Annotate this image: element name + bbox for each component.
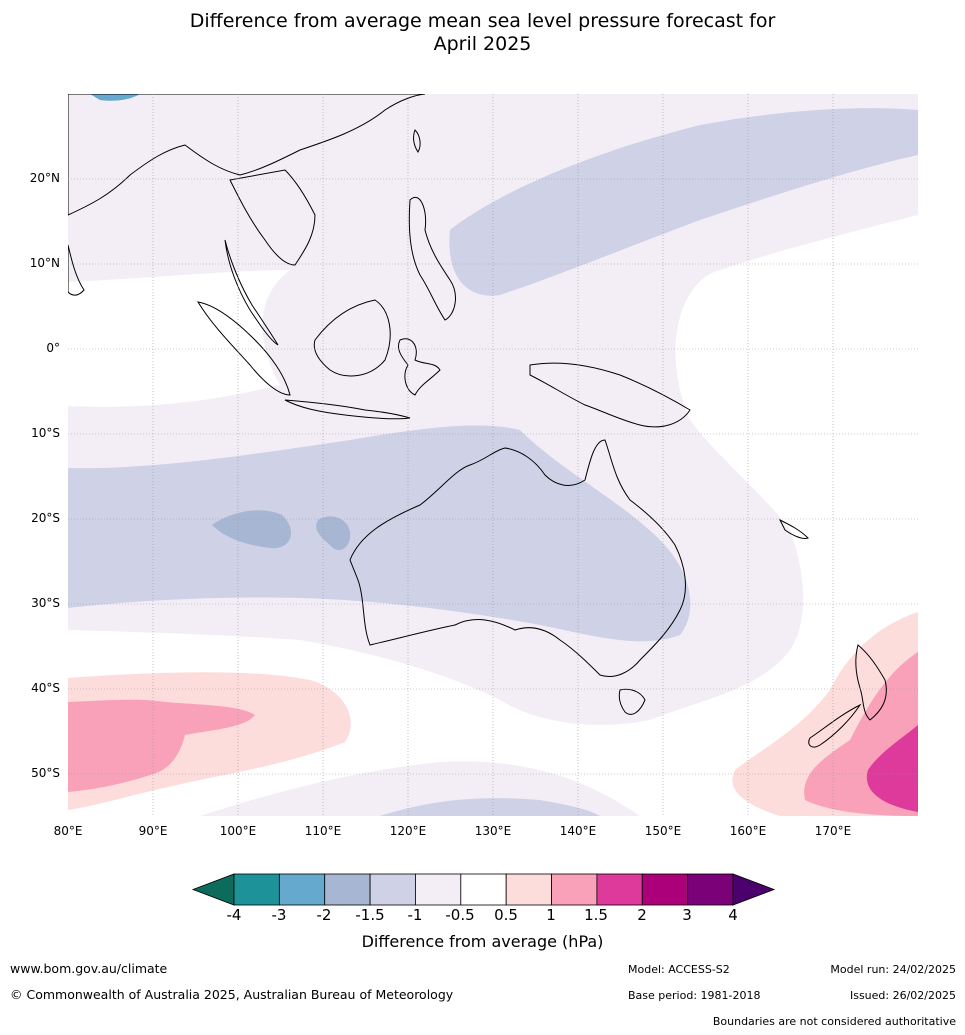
lon-label-110e: 110°E: [304, 824, 342, 838]
lon-label-120e: 120°E: [389, 824, 427, 838]
darker-patch-2: [316, 516, 351, 551]
java-coast: [284, 399, 411, 420]
darker-patch-1: [212, 510, 292, 549]
website-link[interactable]: www.bom.gov.au/climate: [10, 961, 168, 976]
lat-label-50s: 50°S: [31, 766, 60, 780]
colorbar-segment: [505, 873, 552, 906]
colorbar-segment: [415, 873, 462, 906]
pink-dark-se: [866, 725, 918, 812]
australia-coast: [349, 439, 686, 677]
lon-label-100e: 100°E: [219, 824, 257, 838]
colorbar: [191, 873, 776, 906]
lat-label-30s: 30°S: [31, 596, 60, 610]
colorbar-tick: -1.5: [355, 906, 385, 924]
indochina-coast: [229, 169, 316, 266]
taiwan: [413, 129, 421, 153]
blue-band-north: [449, 108, 918, 296]
lat-label-10s: 10°S: [31, 426, 60, 440]
anomaly-field: [68, 94, 918, 816]
colorbar-tick: -3: [271, 906, 287, 924]
lon-label-160e: 160°E: [729, 824, 767, 838]
lon-label-90e: 90°E: [138, 824, 168, 838]
colorbar-tick: 4: [728, 906, 738, 924]
colorbar-extend-high: [732, 873, 776, 906]
philippines-coast: [408, 197, 456, 321]
colorbar-tick: 0.5: [494, 906, 518, 924]
colorbar-segment: [551, 873, 598, 906]
colorbar-tick: -1: [407, 906, 423, 924]
pink-mid-sw: [68, 699, 255, 792]
lon-label-170e: 170°E: [814, 824, 852, 838]
colorbar-tick: -4: [226, 906, 242, 924]
colorbar-segment: [324, 873, 371, 906]
copyright-text: © Commonwealth of Australia 2025, Austra…: [10, 987, 454, 1002]
lat-label-0: 0°: [46, 341, 60, 355]
blue-band-central: [68, 425, 691, 642]
colorbar-tick: 1.5: [584, 906, 608, 924]
new-guinea-coast: [529, 362, 691, 428]
colorbar-tick: 1: [546, 906, 556, 924]
lat-label-20n: 20°N: [29, 171, 60, 185]
map-title: Difference from average mean sea level p…: [0, 10, 965, 56]
tasmania-coast: [618, 688, 646, 715]
lat-label-10n: 10°N: [29, 256, 60, 270]
colorbar-tick: -2: [316, 906, 332, 924]
colorbar-segment: [596, 873, 643, 906]
borneo-coast: [313, 299, 391, 377]
base-period-text: Base period: 1981-2018: [628, 989, 761, 1002]
colorbar-label: Difference from average (hPa): [361, 932, 604, 951]
gridlines: [68, 94, 918, 816]
model-text: Model: ACCESS-S2: [628, 963, 730, 976]
issued-text: Issued: 26/02/2025: [849, 989, 956, 1002]
lon-label-140e: 140°E: [559, 824, 597, 838]
colorbar-segment: [233, 873, 280, 906]
colorbar-extend-low: [191, 873, 235, 906]
disclaimer-text: Boundaries are not considered authoritat…: [712, 1015, 956, 1028]
malay-peninsula-coast: [224, 239, 279, 346]
colorbar-tick: 2: [637, 906, 647, 924]
colorbar-tick: -0.5: [445, 906, 475, 924]
colorbar-segment: [641, 873, 689, 906]
lat-label-40s: 40°S: [31, 681, 60, 695]
title-line-1: Difference from average mean sea level p…: [189, 10, 776, 32]
india-tip-coast: [68, 244, 85, 296]
asia-mainland-coast: [68, 94, 426, 216]
blue-patch-nw: [90, 94, 140, 101]
lon-label-130e: 130°E: [474, 824, 512, 838]
model-run-text: Model run: 24/02/2025: [830, 963, 956, 976]
lon-label-80e: 80°E: [53, 824, 83, 838]
colorbar-segment: [369, 873, 416, 906]
lat-label-20s: 20°S: [31, 511, 60, 525]
title-line-2: April 2025: [433, 33, 532, 55]
new-caledonia: [778, 518, 809, 539]
colorbar-segment: [460, 873, 507, 906]
new-zealand-north: [855, 644, 887, 721]
colorbar-tick: 3: [682, 906, 692, 924]
lon-label-150e: 150°E: [644, 824, 682, 838]
blue-band-south: [380, 798, 600, 816]
colorbar-segment: [687, 873, 734, 906]
sulawesi-coast: [397, 338, 441, 396]
sumatra-coast: [196, 301, 291, 396]
colorbar-segment: [278, 873, 326, 906]
